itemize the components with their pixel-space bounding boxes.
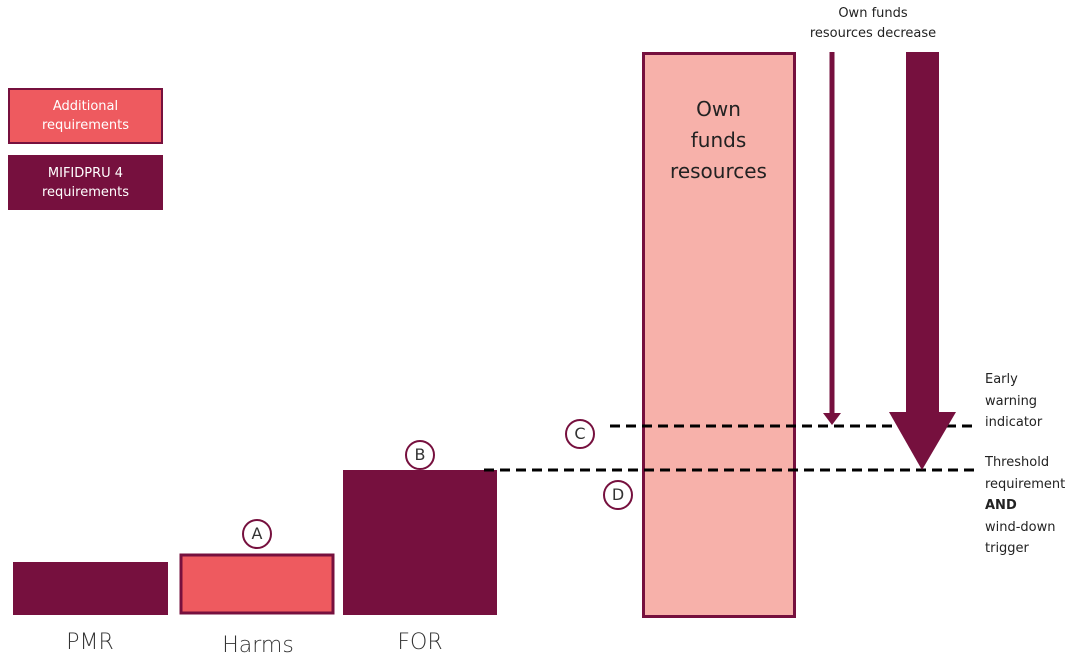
text-line: resources decrease xyxy=(809,26,937,41)
marker: A xyxy=(242,519,272,549)
legend-item: Additional requirements xyxy=(8,88,163,144)
bar-label: Harms xyxy=(222,633,294,657)
text-line: trigger xyxy=(985,541,1029,556)
bar-label: FOR xyxy=(397,630,443,655)
indicator-label: Threshold requirement AND wind-down trig… xyxy=(985,452,1065,560)
text-line: AND xyxy=(985,498,1017,513)
marker: C xyxy=(565,419,595,449)
thick-arrow xyxy=(906,52,939,414)
marker: B xyxy=(405,440,435,470)
text-line: resources xyxy=(670,159,767,183)
text-line: wind-down xyxy=(985,519,1056,535)
text-line: indicator xyxy=(985,415,1043,430)
text-line: funds xyxy=(690,128,747,152)
arrow-label: Own funds resources decrease xyxy=(793,4,953,44)
own-funds-label: Own funds resources xyxy=(643,94,794,187)
for-bar xyxy=(343,470,497,615)
legend-item: MIFIDPRU 4 requirements xyxy=(8,155,163,210)
marker: D xyxy=(603,480,633,510)
text-line: Early xyxy=(985,372,1018,387)
text-line: Own funds xyxy=(838,6,908,21)
own-funds-bar xyxy=(642,52,796,618)
harms-bar xyxy=(179,553,335,615)
text-line: warning xyxy=(985,393,1038,409)
text-line: requirement xyxy=(985,476,1066,492)
text-line: Threshold xyxy=(985,455,1050,470)
bar-label: PMR xyxy=(66,630,114,655)
text-line: Own xyxy=(696,97,741,121)
pmr-bar xyxy=(13,562,168,615)
indicator-label: Early warning indicator xyxy=(985,369,1042,434)
thick-arrow-head xyxy=(889,412,956,470)
thin-arrow-head xyxy=(823,413,841,425)
